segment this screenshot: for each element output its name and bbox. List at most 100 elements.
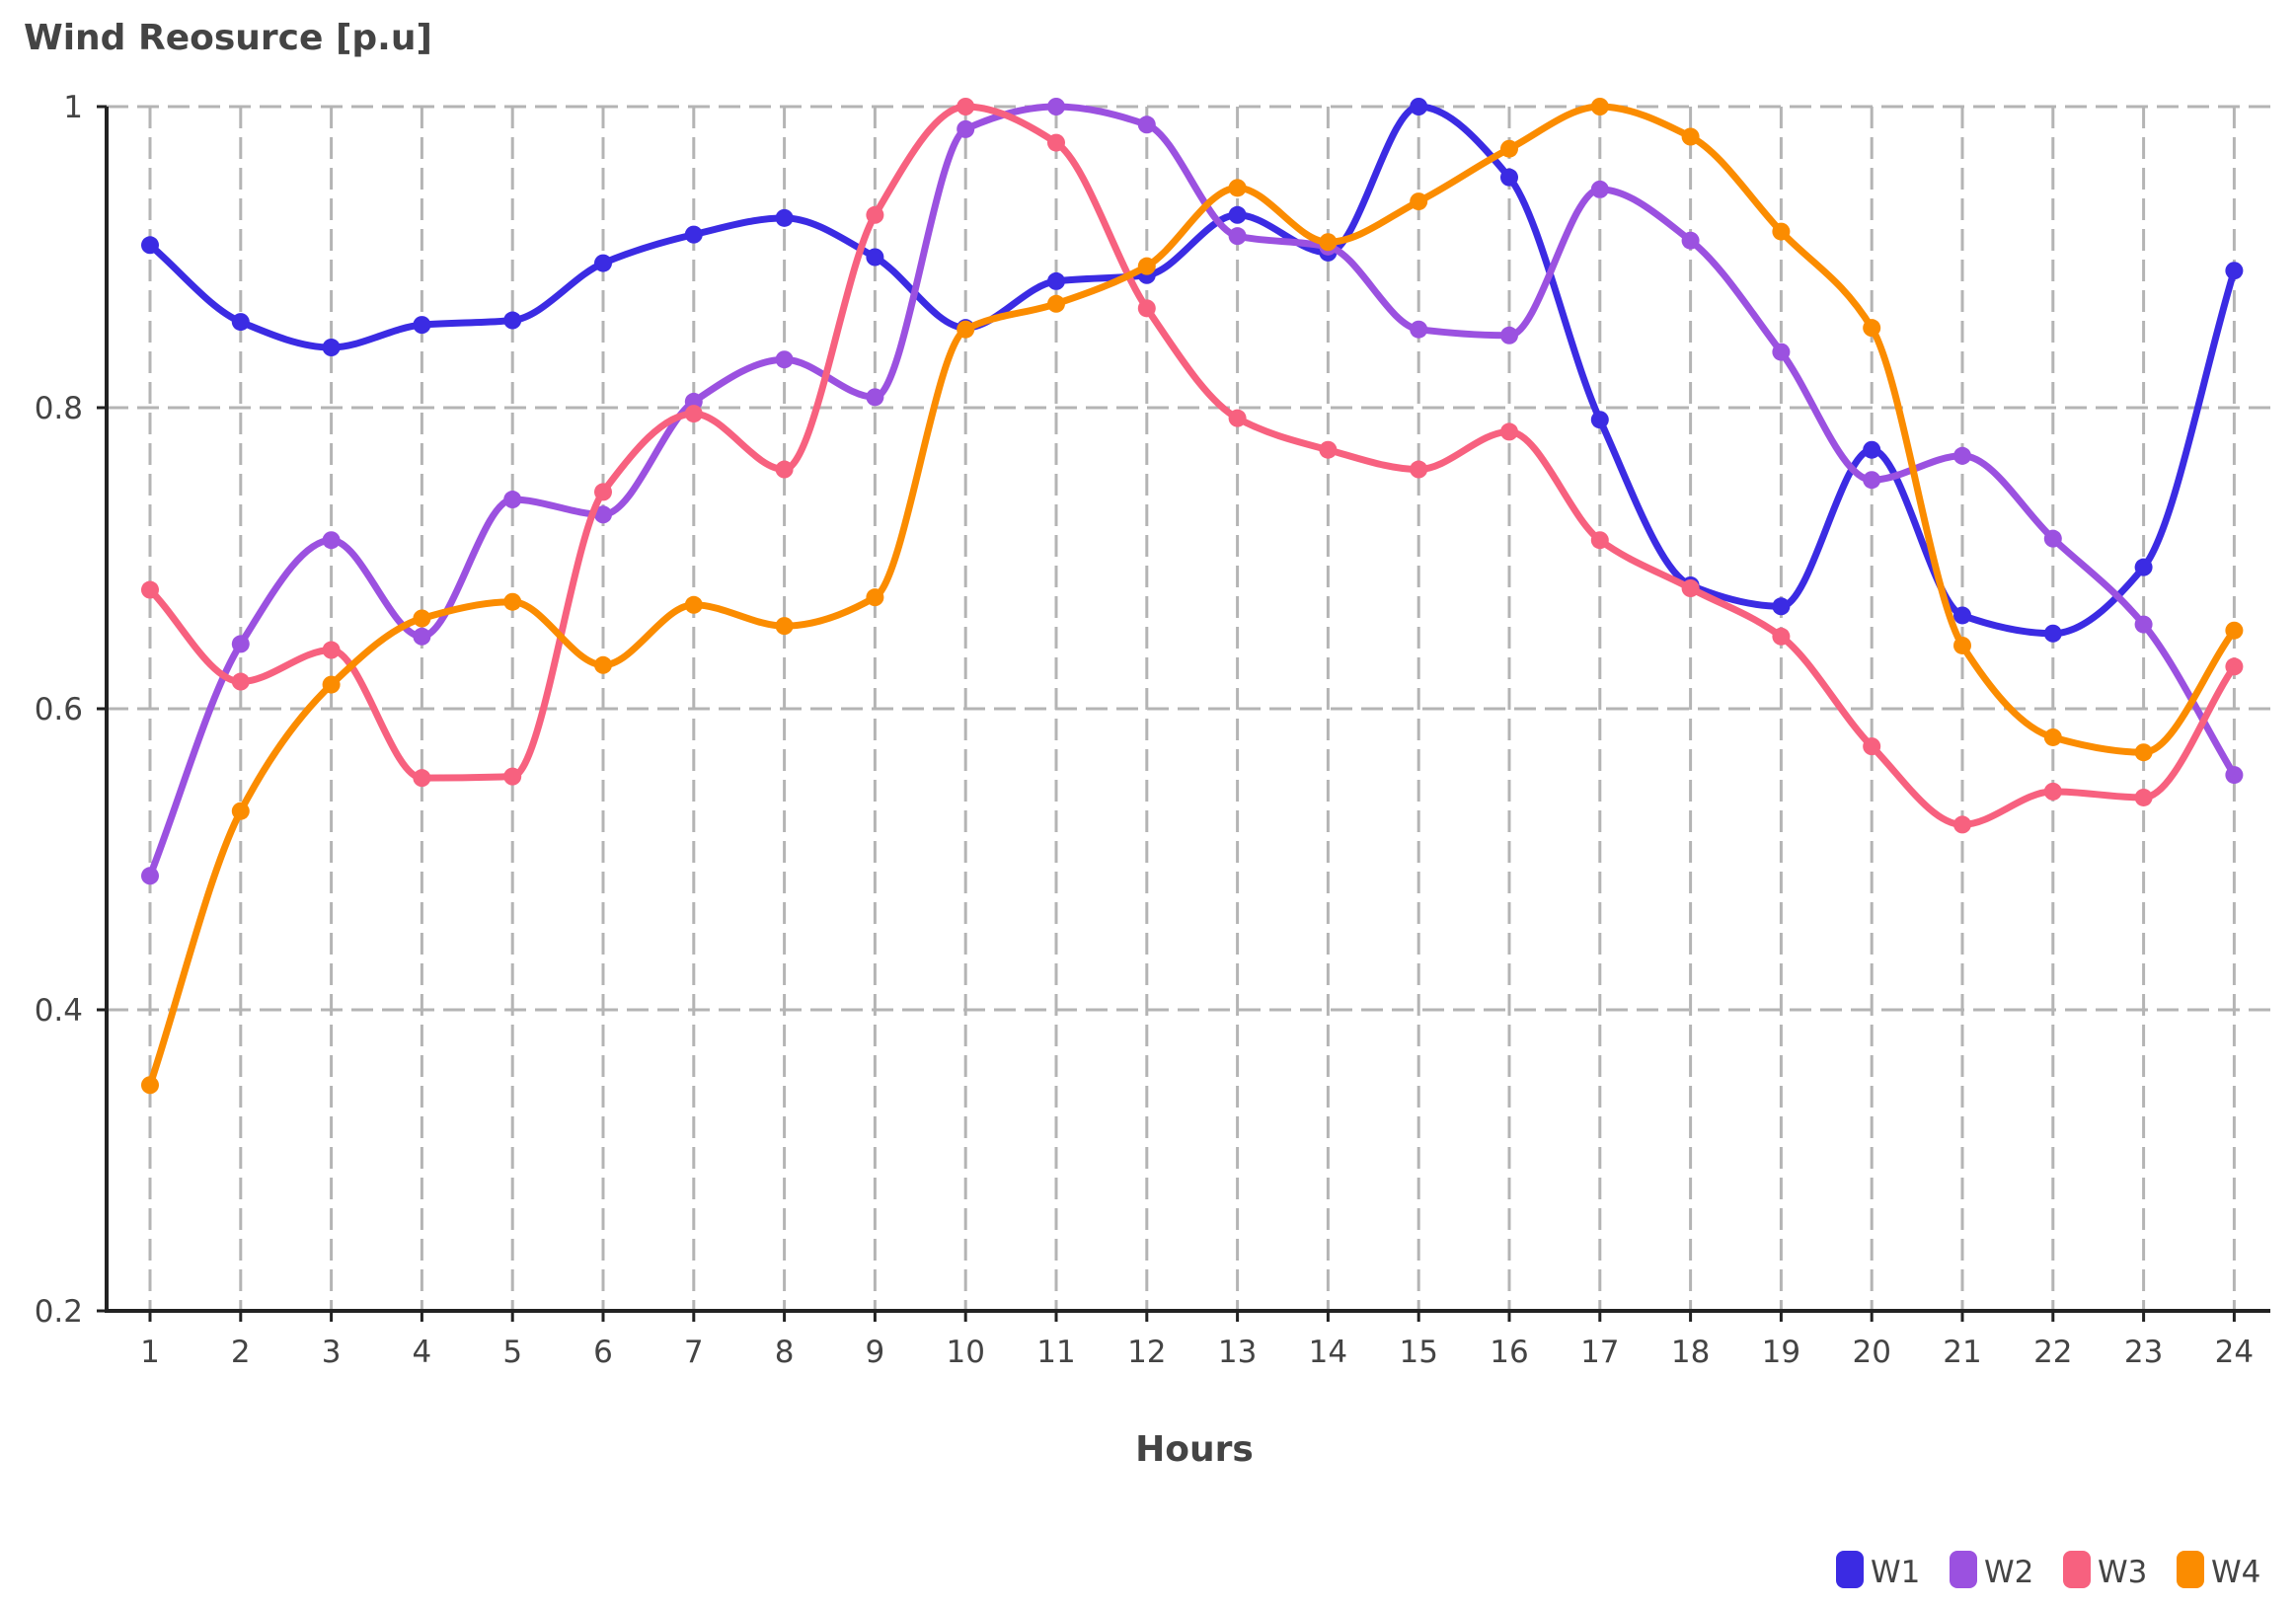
- data-point-w2[interactable]: [594, 505, 612, 524]
- data-point-w1[interactable]: [1500, 168, 1518, 187]
- data-point-w2[interactable]: [1500, 326, 1518, 344]
- data-point-w2[interactable]: [957, 119, 975, 138]
- data-point-w1[interactable]: [1590, 411, 1609, 429]
- data-point-w3[interactable]: [775, 460, 794, 479]
- data-point-w2[interactable]: [413, 627, 431, 646]
- data-point-w3[interactable]: [1319, 440, 1338, 459]
- data-point-w4[interactable]: [1500, 139, 1518, 158]
- data-point-w1[interactable]: [322, 339, 341, 356]
- data-point-w3[interactable]: [866, 205, 884, 224]
- data-point-w4[interactable]: [957, 320, 975, 339]
- data-point-w4[interactable]: [1863, 319, 1881, 338]
- data-point-w4[interactable]: [684, 595, 703, 614]
- data-point-w1[interactable]: [1772, 597, 1791, 616]
- data-point-w4[interactable]: [594, 655, 612, 674]
- data-point-w3[interactable]: [2225, 657, 2244, 676]
- data-point-w4[interactable]: [322, 675, 341, 694]
- data-point-w1[interactable]: [866, 248, 884, 267]
- data-point-w2[interactable]: [141, 867, 159, 885]
- data-point-w1[interactable]: [684, 225, 703, 244]
- data-point-w3[interactable]: [594, 483, 612, 501]
- data-point-w3[interactable]: [1590, 531, 1609, 550]
- data-point-w1[interactable]: [775, 208, 794, 227]
- data-point-w4[interactable]: [413, 609, 431, 628]
- data-point-w2[interactable]: [775, 350, 794, 369]
- data-point-w1[interactable]: [594, 254, 612, 272]
- data-point-w2[interactable]: [2043, 529, 2062, 548]
- data-point-w1[interactable]: [1953, 606, 1971, 625]
- data-point-w3[interactable]: [1772, 627, 1791, 646]
- data-point-w1[interactable]: [2225, 262, 2244, 280]
- data-point-w4[interactable]: [1953, 636, 1971, 654]
- y-tick-label: 0.2: [35, 1294, 83, 1330]
- data-point-w3[interactable]: [957, 98, 975, 115]
- data-point-w4[interactable]: [231, 802, 250, 820]
- data-point-w2[interactable]: [503, 491, 522, 509]
- data-point-w4[interactable]: [1047, 294, 1065, 313]
- data-point-w1[interactable]: [503, 311, 522, 330]
- data-point-w1[interactable]: [413, 316, 431, 335]
- data-point-w2[interactable]: [1863, 471, 1881, 490]
- data-point-w2[interactable]: [1137, 115, 1156, 134]
- data-point-w2[interactable]: [866, 388, 884, 407]
- data-point-w2[interactable]: [1681, 231, 1700, 250]
- data-point-w4[interactable]: [2134, 743, 2153, 762]
- data-point-w3[interactable]: [1863, 737, 1881, 756]
- data-point-w2[interactable]: [1047, 98, 1065, 115]
- data-point-w2[interactable]: [1953, 446, 1971, 465]
- y-ticks: 0.2 0.4 0.6 0.8 1: [35, 90, 107, 1330]
- data-point-w3[interactable]: [1681, 579, 1700, 597]
- data-point-w1[interactable]: [1228, 205, 1247, 224]
- data-point-w4[interactable]: [1228, 179, 1247, 197]
- data-point-w3[interactable]: [322, 641, 341, 659]
- data-point-w4[interactable]: [2225, 621, 2244, 640]
- data-point-w2[interactable]: [1590, 180, 1609, 198]
- data-point-w1[interactable]: [1410, 98, 1428, 115]
- data-point-w3[interactable]: [141, 580, 159, 599]
- data-point-w3[interactable]: [1953, 815, 1971, 834]
- data-point-w4[interactable]: [1772, 222, 1791, 241]
- data-point-w4[interactable]: [1681, 127, 1700, 146]
- data-point-w1[interactable]: [231, 313, 250, 332]
- legend[interactable]: W1 W2 W3 W4: [1836, 1551, 2260, 1590]
- data-point-w4[interactable]: [141, 1076, 159, 1095]
- data-point-w3[interactable]: [1410, 460, 1428, 479]
- data-point-w1[interactable]: [141, 236, 159, 255]
- legend-item-w1[interactable]: W1: [1836, 1551, 1920, 1590]
- data-point-w2[interactable]: [2225, 766, 2244, 785]
- data-point-w4[interactable]: [775, 617, 794, 636]
- data-point-w4[interactable]: [1319, 233, 1338, 252]
- data-point-w3[interactable]: [503, 767, 522, 786]
- data-point-w2[interactable]: [1772, 343, 1791, 361]
- data-point-w1[interactable]: [1047, 271, 1065, 290]
- data-point-w3[interactable]: [231, 672, 250, 691]
- data-point-w1[interactable]: [2134, 558, 2153, 576]
- x-tick-label: 20: [1852, 1335, 1890, 1370]
- data-point-w3[interactable]: [1500, 422, 1518, 441]
- data-point-w1[interactable]: [2043, 624, 2062, 643]
- series-w4: [141, 98, 2244, 1095]
- data-point-w3[interactable]: [2043, 782, 2062, 801]
- legend-item-w2[interactable]: W2: [1950, 1551, 2033, 1590]
- data-point-w3[interactable]: [2134, 788, 2153, 806]
- data-point-w3[interactable]: [413, 769, 431, 788]
- x-tick-label: 7: [684, 1335, 704, 1370]
- data-point-w2[interactable]: [1228, 227, 1247, 246]
- data-point-w3[interactable]: [1047, 133, 1065, 152]
- legend-item-w3[interactable]: W3: [2063, 1551, 2147, 1590]
- data-point-w2[interactable]: [1410, 320, 1428, 339]
- data-point-w4[interactable]: [2043, 727, 2062, 746]
- legend-item-w4[interactable]: W4: [2177, 1551, 2260, 1590]
- data-point-w2[interactable]: [2134, 615, 2153, 634]
- data-point-w4[interactable]: [503, 592, 522, 611]
- data-point-w1[interactable]: [1863, 440, 1881, 459]
- data-point-w3[interactable]: [684, 405, 703, 423]
- data-point-w4[interactable]: [1590, 98, 1609, 115]
- data-point-w4[interactable]: [1137, 257, 1156, 275]
- data-point-w2[interactable]: [322, 531, 341, 550]
- data-point-w3[interactable]: [1228, 409, 1247, 427]
- data-point-w2[interactable]: [231, 635, 250, 653]
- data-point-w4[interactable]: [1410, 192, 1428, 211]
- data-point-w3[interactable]: [1137, 299, 1156, 318]
- data-point-w4[interactable]: [866, 588, 884, 607]
